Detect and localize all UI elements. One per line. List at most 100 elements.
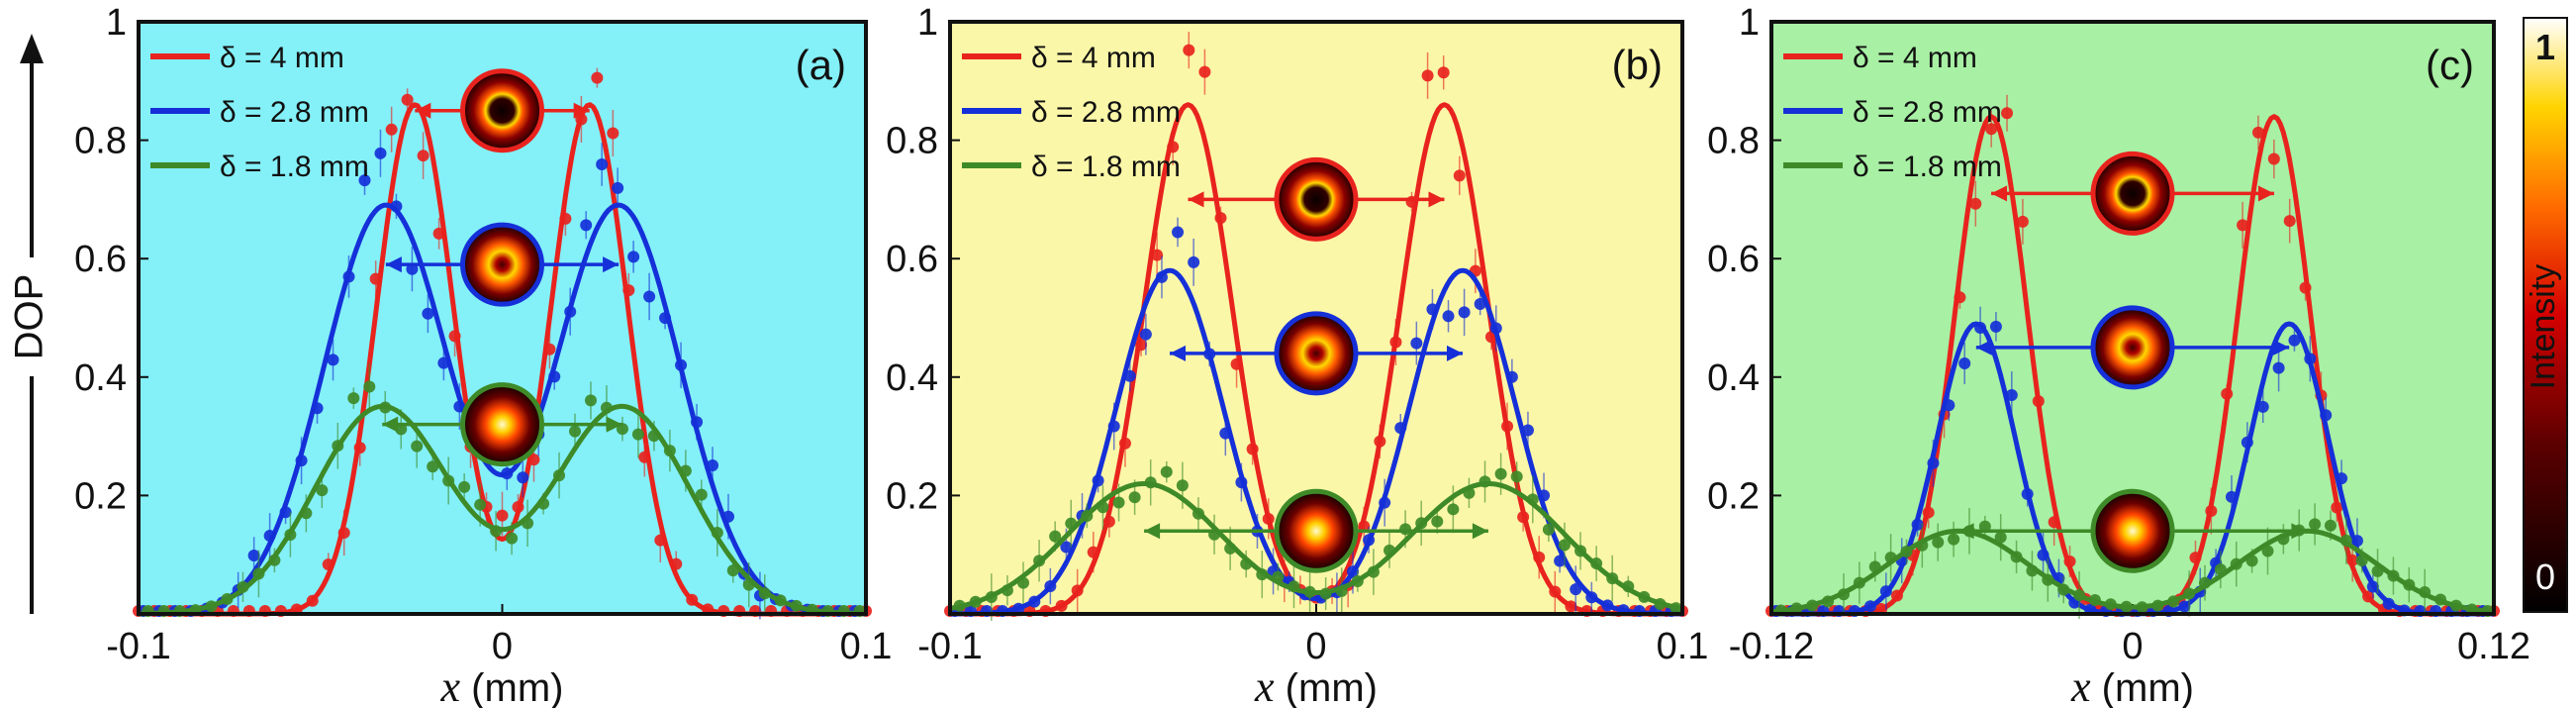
data-point [1790,602,1803,615]
data-point [691,416,704,429]
data-point [2104,598,2117,611]
data-point [1081,509,1094,522]
data-point [1394,422,1407,435]
data-point [1374,435,1386,448]
data-point [1554,555,1567,567]
data-point [2042,573,2054,586]
y-tick-label: 1 [106,2,127,44]
beam-profile-inset [2090,305,2175,390]
data-point [1107,420,1120,433]
series-delta-2-8mm [137,129,867,620]
data-point [1622,580,1635,593]
data-point [1028,595,1041,608]
data-point [1494,467,1507,480]
data-point [1012,602,1025,615]
data-point [580,219,593,232]
data-point [1256,568,1269,581]
data-point [1922,506,1935,519]
data-point [1160,465,1173,478]
data-point [643,290,656,303]
data-point [1139,328,1152,341]
data-point [1474,298,1486,311]
data-point [411,440,424,453]
data-point [591,71,604,84]
data-point [1358,520,1371,533]
data-point [2336,472,2348,485]
data-point [2339,534,2352,547]
data-point [1670,602,1682,615]
colorbar-gradient [2523,17,2568,613]
y-tick-label: 1 [917,2,938,44]
data-point [543,343,556,355]
data-point [2021,487,2034,500]
data-point [679,464,692,477]
data-point [548,370,561,383]
data-point [417,150,429,162]
data-point [1442,310,1455,323]
data-point [1421,69,1434,82]
data-point [432,227,445,240]
data-point [1974,322,1987,335]
data-point [654,534,667,547]
data-point [2320,409,2333,422]
data-point [1303,585,1316,598]
x-tick-label: -0.1 [106,626,170,667]
x-tick-label: 0 [2122,626,2143,667]
data-point [2151,599,2164,612]
data-point [448,330,461,343]
data-point [686,593,699,606]
data-point [2261,545,2274,557]
legend: δ = 4 mm δ = 2.8 mm δ = 1.8 mm [962,42,1181,183]
colorbar: 1 0 Intensity [2523,17,2568,613]
data-point [1240,557,1253,570]
colorbar-min-label: 0 [2535,556,2555,597]
beam-profile-inset [2090,488,2175,573]
data-point [2048,516,2060,529]
data-point [2245,555,2258,567]
y-tick-label: 0.4 [886,357,938,399]
data-point [1033,555,1046,567]
data-point [2350,535,2363,548]
x-tick-label: -0.1 [917,626,982,667]
data-point [2230,557,2242,570]
data-point [2309,518,2322,531]
data-point [1399,523,1412,536]
data-point [1538,489,1551,502]
data-point [390,200,403,213]
data-point [1379,496,1391,509]
data-point [1521,424,1534,437]
arrow-head-left [385,256,402,273]
data-point [2419,585,2432,598]
data-point [2010,551,2023,563]
data-point [1135,339,1148,352]
data-point [622,284,635,297]
data-point [221,592,234,605]
data-point [1214,212,1227,225]
data-point [379,401,392,414]
arrow-head-left [1957,523,1974,540]
plot-frame [1769,20,2496,616]
data-point [401,93,414,106]
data-point [721,510,734,523]
x-axis-label: x (mm) [2070,662,2194,708]
panel-label: (b) [1612,42,1663,88]
data-point [306,594,319,607]
data-point [358,174,371,187]
data-point [2237,219,2249,232]
data-point [1044,579,1057,592]
data-point [1151,249,1164,261]
data-point [1383,544,1395,556]
data-point [506,532,519,545]
y-tick-label: 0.2 [74,475,127,517]
data-point [1526,493,1539,506]
data-point [2073,588,2086,601]
beam-profile-inset [1274,311,1359,396]
data-point [1224,542,1237,555]
data-point [2256,400,2269,413]
data-point [1542,523,1555,536]
arrow-head-left [1975,339,1992,355]
data-point [1943,399,1956,412]
legend-label-delta-4mm: δ = 4 mm [1031,42,1156,74]
data-point [2272,361,2285,374]
beam-profile-inset [460,222,544,307]
